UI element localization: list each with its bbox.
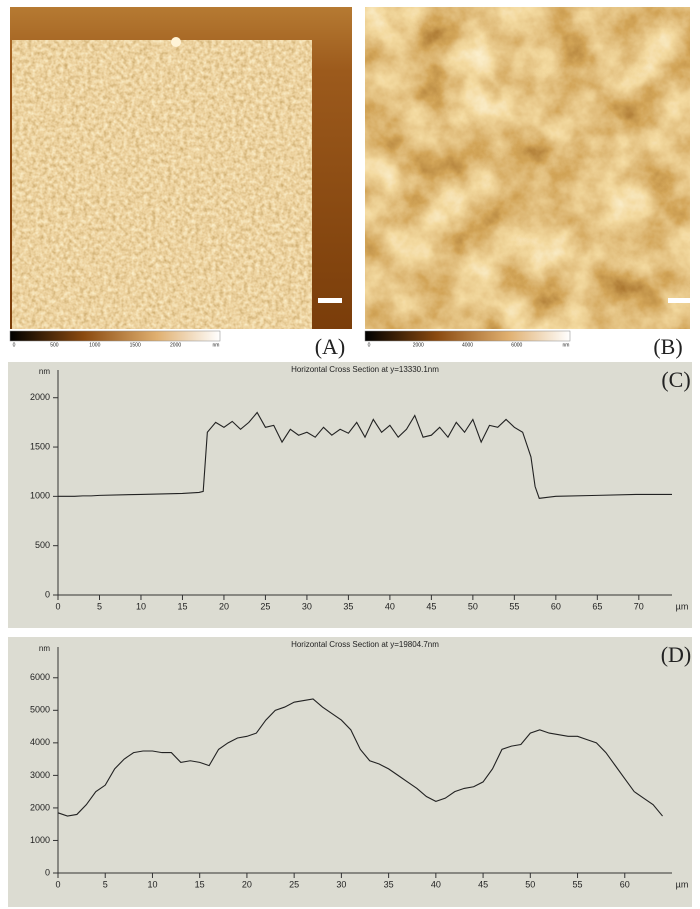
image-b [365, 7, 692, 341]
colorbar-tick-label: 2000 [413, 342, 424, 348]
chart-title: Horizontal Cross Section at y=19804.7nm [291, 640, 439, 649]
panel-label: (B) [653, 334, 682, 359]
x-tick-label: 35 [384, 879, 394, 889]
x-tick-label: 45 [478, 879, 488, 889]
y-tick-label: 1000 [30, 491, 50, 501]
panel-label: (C) [661, 367, 690, 392]
colorbar-tick-label: 500 [50, 342, 59, 348]
colorbar-tick-label: 2000 [170, 342, 181, 348]
colorbar [10, 331, 220, 341]
y-tick-label: 1500 [30, 441, 50, 451]
x-tick-label: 65 [592, 601, 602, 611]
x-tick-label: 50 [468, 601, 478, 611]
image-a [10, 7, 352, 341]
particle [171, 37, 181, 47]
x-tick-label: 45 [426, 601, 436, 611]
x-tick-label: 20 [219, 601, 229, 611]
x-tick-label: 5 [103, 879, 108, 889]
x-tick-label: 0 [55, 879, 60, 889]
y-tick-label: 500 [35, 540, 50, 550]
colorbar-tick-label: nm [563, 342, 570, 348]
colorbar-tick-label: 4000 [462, 342, 473, 348]
x-tick-label: 35 [343, 601, 353, 611]
y-tick-label: 0 [45, 589, 50, 599]
x-tick-label: 70 [634, 601, 644, 611]
x-tick-label: 25 [260, 601, 270, 611]
panel-label: (A) [315, 334, 346, 359]
x-tick-label: 60 [551, 601, 561, 611]
y-tick-label: 2000 [30, 802, 50, 812]
y-tick-label: 6000 [30, 672, 50, 682]
panel-label: (D) [661, 642, 692, 667]
y-tick-label: 3000 [30, 770, 50, 780]
x-tick-label: 10 [147, 879, 157, 889]
x-tick-label: 15 [177, 601, 187, 611]
colorbar [365, 331, 570, 341]
x-tick-label: 0 [55, 601, 60, 611]
y-tick-label: 0 [45, 867, 50, 877]
chart-title: Horizontal Cross Section at y=13330.1nm [291, 365, 439, 374]
x-tick-label: 55 [509, 601, 519, 611]
colorbar-tick-label: 0 [368, 342, 371, 348]
x-tick-label: 25 [289, 879, 299, 889]
panel-d [8, 637, 692, 907]
colorbar-tick-label: 1500 [130, 342, 141, 348]
x-tick-label: 40 [385, 601, 395, 611]
colorbar-tick-label: 0 [13, 342, 16, 348]
y-tick-label: 1000 [30, 835, 50, 845]
colorbar-tick-label: nm [213, 342, 220, 348]
scale-bar [668, 298, 692, 303]
x-tick-label: 10 [136, 601, 146, 611]
x-unit: µm [676, 879, 689, 889]
x-tick-label: 60 [620, 879, 630, 889]
x-tick-label: 55 [573, 879, 583, 889]
afm-image [365, 7, 690, 329]
x-unit: µm [676, 601, 689, 611]
y-unit: nm [39, 644, 50, 653]
scale-bar [318, 298, 342, 303]
x-tick-label: 20 [242, 879, 252, 889]
y-tick-label: 2000 [30, 392, 50, 402]
x-tick-label: 40 [431, 879, 441, 889]
y-tick-label: 4000 [30, 737, 50, 747]
x-tick-label: 50 [525, 879, 535, 889]
colorbar-tick-label: 6000 [511, 342, 522, 348]
x-tick-label: 15 [195, 879, 205, 889]
x-tick-label: 30 [302, 601, 312, 611]
y-tick-label: 5000 [30, 705, 50, 715]
x-tick-label: 30 [336, 879, 346, 889]
y-unit: nm [39, 367, 50, 376]
x-tick-label: 5 [97, 601, 102, 611]
colorbar-tick-label: 1000 [89, 342, 100, 348]
figure: (A)0500100015002000nm(B)0200040006000nmH… [0, 0, 700, 909]
